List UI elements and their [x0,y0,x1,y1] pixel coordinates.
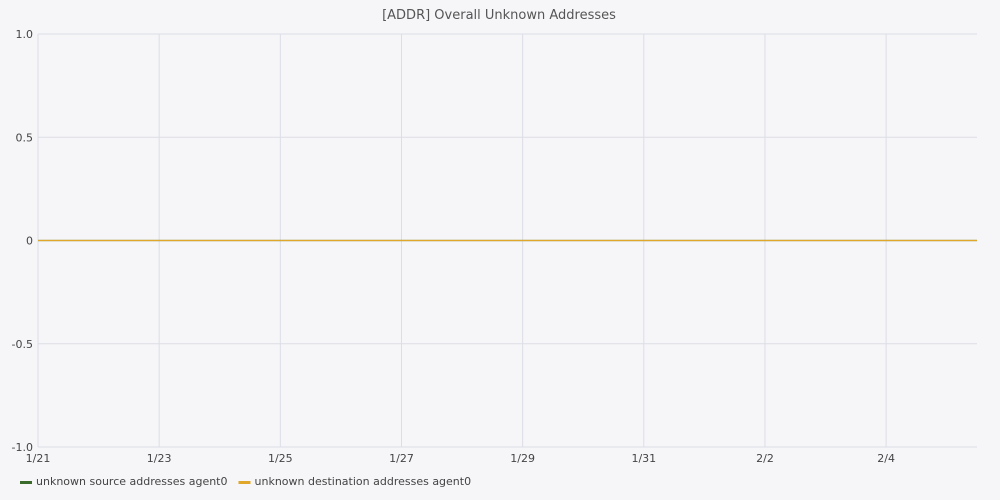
legend: unknown source addresses agent0 unknown d… [20,475,471,488]
x-tick-label: 2/4 [877,452,895,465]
x-tick-label: 1/31 [631,452,656,465]
x-tick-label: 1/25 [268,452,293,465]
y-tick-label: 0.5 [16,131,34,144]
x-tick-label: 1/21 [26,452,51,465]
x-tick-label: 1/23 [147,452,172,465]
legend-swatch [238,481,251,484]
x-tick-label: 2/2 [756,452,774,465]
y-tick-label: -0.5 [12,338,33,351]
y-tick-label: 1.0 [16,28,34,41]
y-axis: 1.0 0.5 0 -0.5 -1.0 [12,28,33,454]
y-tick-label: -1.0 [12,441,33,454]
chart-title: [ADDR] Overall Unknown Addresses [382,8,616,23]
x-tick-label: 1/29 [510,452,535,465]
legend-label: unknown destination addresses agent0 [255,475,472,488]
legend-swatch [20,481,32,484]
x-axis: 1/21 1/23 1/25 1/27 1/29 1/31 2/2 2/4 [26,452,895,465]
y-tick-label: 0 [26,235,33,248]
x-tick-label: 1/27 [389,452,414,465]
legend-label: unknown source addresses agent0 [36,475,228,488]
